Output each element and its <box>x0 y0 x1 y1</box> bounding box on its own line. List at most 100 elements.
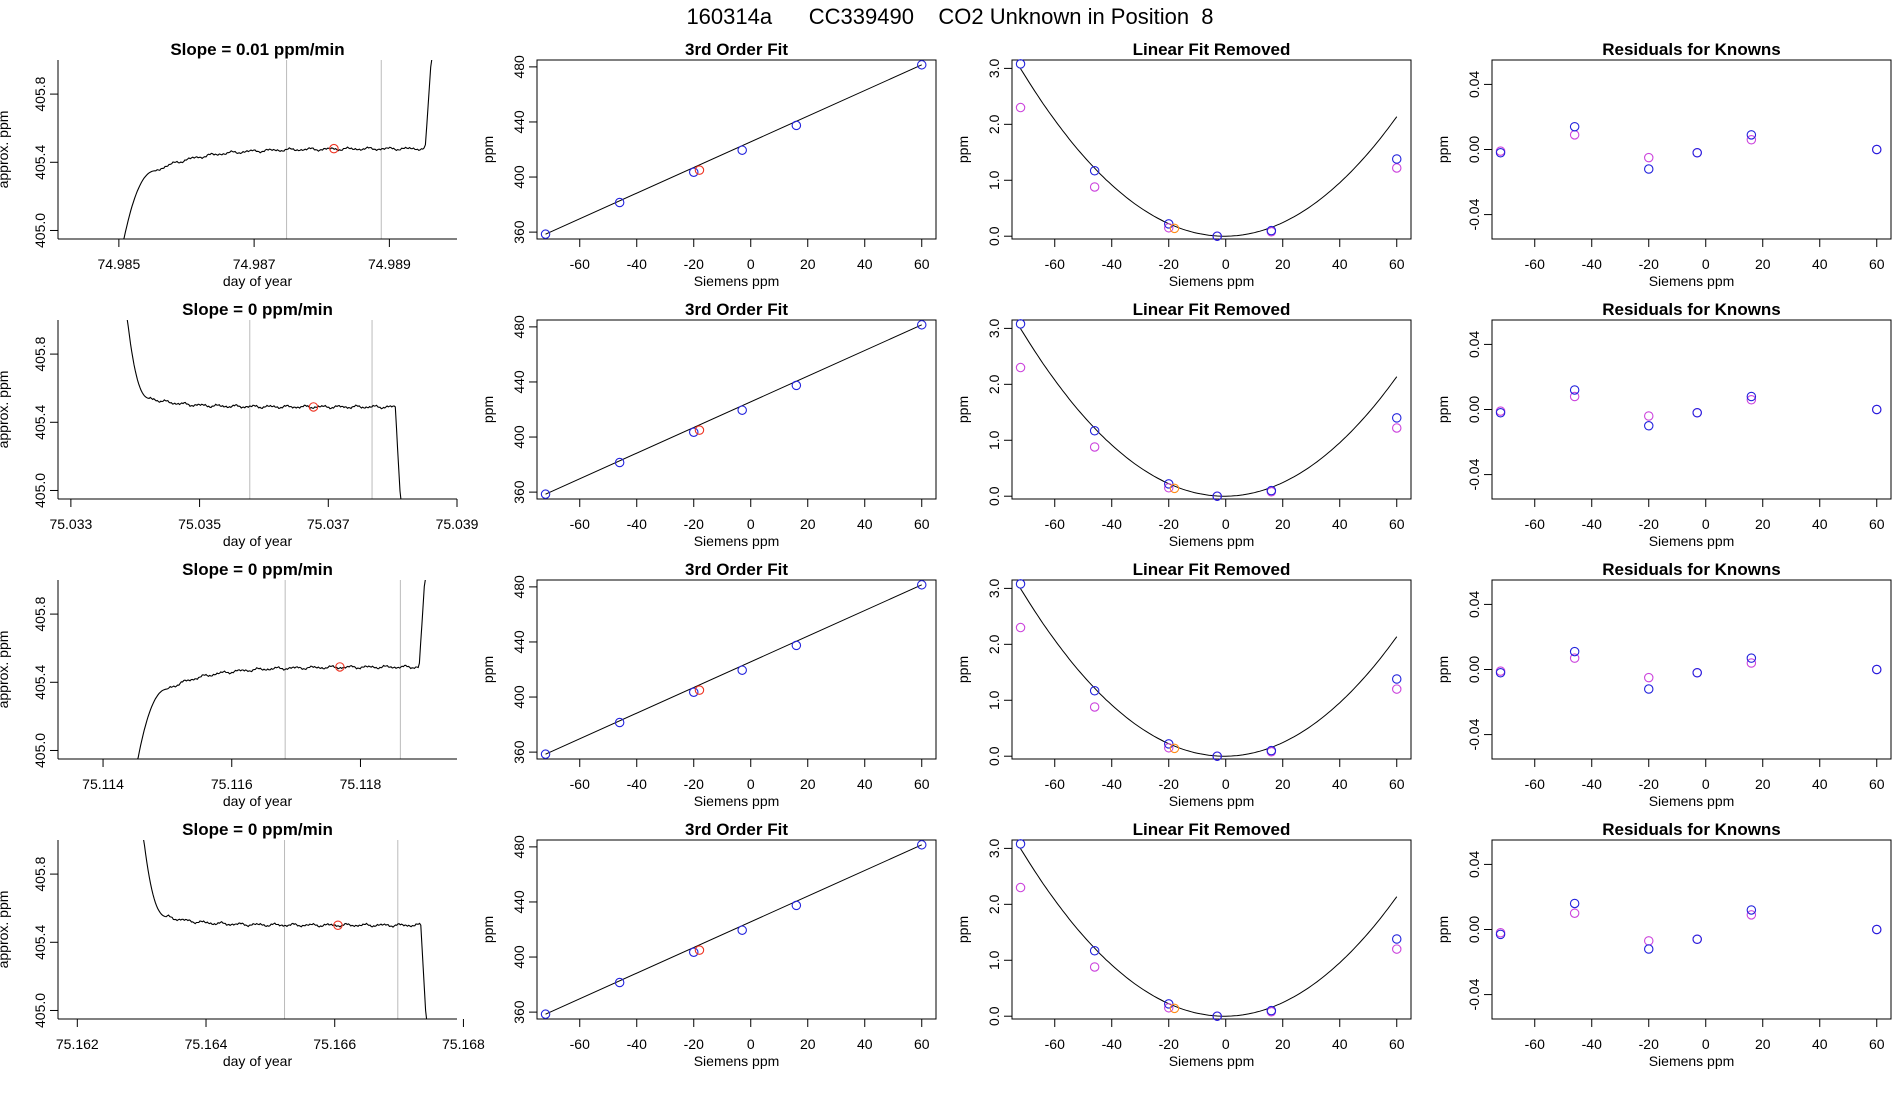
x-tick-label: 0 <box>747 1036 755 1052</box>
alt-residual-point <box>1644 672 1654 683</box>
x-axis-label: Siemens ppm <box>1649 273 1735 289</box>
concentration-trace <box>143 840 428 1019</box>
fit-row-2-title: 3rd Order Fit <box>685 300 788 319</box>
x-tick-label: -60 <box>570 776 590 792</box>
x-tick-label: 0 <box>1222 776 1230 792</box>
fit-row-1-title: 3rd Order Fit <box>685 40 788 59</box>
residual-point <box>1644 421 1654 431</box>
x-axis-label: Siemens ppm <box>1649 533 1735 549</box>
known-point <box>614 197 625 208</box>
y-axis-label: ppm <box>480 396 496 423</box>
alt-residual-point <box>1569 908 1580 918</box>
alt-known-point <box>1089 962 1100 972</box>
mean-marker <box>335 662 345 672</box>
x-axis-label: day of year <box>223 793 293 809</box>
x-tick-label: -20 <box>684 776 704 792</box>
known-point <box>540 749 551 759</box>
x-tick-label: -40 <box>1102 1036 1122 1052</box>
x-tick-label: 60 <box>1869 256 1885 272</box>
unknown-point <box>694 425 705 435</box>
x-tick-label: 40 <box>1812 776 1828 792</box>
y-tick-label: 0.0 <box>986 226 1002 246</box>
known-point <box>1266 225 1277 236</box>
known-point <box>1015 839 1026 849</box>
x-tick-label: 20 <box>800 1036 816 1052</box>
x-axis-label: day of year <box>223 533 293 549</box>
x-tick-label: -60 <box>1045 1036 1065 1052</box>
known-point <box>916 840 927 850</box>
x-tick-label: 0 <box>747 776 755 792</box>
x-tick-label: 0 <box>1222 516 1230 532</box>
residual-point <box>1872 144 1882 155</box>
timeseries-row-4-x-axis: 75.162 75.164 75.166 75.168 day of year <box>56 1019 485 1069</box>
y-tick-label: 0.00 <box>1466 136 1482 163</box>
residuals-row-4-x-axis: -60 -40 -20 0 20 40 60 Siemens ppm <box>1525 1019 1885 1069</box>
x-tick-label: -20 <box>684 256 704 272</box>
x-tick-label: 40 <box>1812 1036 1828 1052</box>
y-tick-label: -0.04 <box>1466 458 1482 490</box>
linear-removed-row-1-y-axis: 0.0 1.0 2.0 3.0 ppm <box>955 58 1012 246</box>
residuals-row-1-frame <box>1491 59 1892 240</box>
residual-point <box>1569 646 1580 657</box>
fit-line <box>545 324 922 495</box>
y-tick-label: 440 <box>511 890 527 914</box>
y-tick-label: 2.0 <box>986 894 1002 914</box>
y-tick-label: 480 <box>511 315 527 339</box>
concentration-trace <box>137 580 426 759</box>
x-tick-label: -60 <box>570 516 590 532</box>
unknown-point <box>1169 1003 1180 1014</box>
y-axis-label: approx. ppm <box>0 631 11 709</box>
alt-residual-point <box>1746 394 1757 405</box>
timeseries-row-3-title: Slope = 0 ppm/min <box>182 560 333 579</box>
fit-row-3-title: 3rd Order Fit <box>685 560 788 579</box>
unknown-point <box>694 945 705 955</box>
residuals-row-4-y-axis: -0.04 0.00 0.04 ppm <box>1435 851 1492 1011</box>
residuals-row-1-title: Residuals for Knowns <box>1602 40 1781 59</box>
residual-point <box>1644 164 1654 174</box>
known-point <box>1212 751 1222 761</box>
y-axis-label: ppm <box>955 396 971 423</box>
y-tick-label: 0.04 <box>1466 71 1482 98</box>
known-point <box>1266 485 1277 496</box>
residual-point <box>1644 944 1654 954</box>
residual-point <box>1495 408 1506 418</box>
x-tick-label: 40 <box>1332 516 1348 532</box>
x-tick-label: -20 <box>684 1036 704 1052</box>
y-axis-label: ppm <box>480 656 496 683</box>
known-point <box>540 489 551 499</box>
timeseries-row-1-title: Slope = 0.01 ppm/min <box>170 40 344 59</box>
known-point <box>1266 1005 1277 1016</box>
unknown-point <box>1169 483 1180 494</box>
alt-known-point <box>1164 483 1174 493</box>
timeseries-row-4-title: Slope = 0 ppm/min <box>182 820 333 839</box>
residual-point <box>1569 898 1580 909</box>
x-tick-label: -20 <box>1159 256 1179 272</box>
linear-removed-row-4-x-axis: -60 -40 -20 0 20 40 60 Siemens ppm <box>1045 1019 1405 1069</box>
fit-row-1-frame <box>536 59 937 240</box>
x-axis-label: Siemens ppm <box>1649 1053 1735 1069</box>
y-tick-label: 405.0 <box>32 993 48 1028</box>
x-tick-label: 20 <box>1275 776 1291 792</box>
y-tick-label: 440 <box>511 630 527 654</box>
x-tick-label: 75.166 <box>313 1036 356 1052</box>
residuals-row-4-title: Residuals for Knowns <box>1602 820 1781 839</box>
x-tick-label: 20 <box>1755 516 1771 532</box>
y-tick-label: -0.04 <box>1466 198 1482 230</box>
x-tick-label: -40 <box>1582 776 1602 792</box>
linear-removed-row-2-title: Linear Fit Removed <box>1133 300 1291 319</box>
timeseries-row-2-y-axis: 405.0 405.4 405.8 approx. ppm <box>0 336 58 508</box>
x-tick-label: 40 <box>857 516 873 532</box>
x-axis-label: Siemens ppm <box>1649 793 1735 809</box>
x-tick-label: -40 <box>627 516 647 532</box>
residual-point <box>1872 924 1882 935</box>
fit-curve <box>1020 68 1398 237</box>
alt-known-point <box>1015 882 1026 893</box>
x-tick-label: 75.035 <box>178 516 221 532</box>
y-tick-label: 400 <box>511 165 527 189</box>
residuals-row-3-frame <box>1491 579 1892 760</box>
x-axis-label: Siemens ppm <box>694 1053 780 1069</box>
x-axis-label: Siemens ppm <box>694 533 780 549</box>
y-tick-label: 3.0 <box>986 58 1002 78</box>
y-tick-label: 405.0 <box>32 733 48 768</box>
